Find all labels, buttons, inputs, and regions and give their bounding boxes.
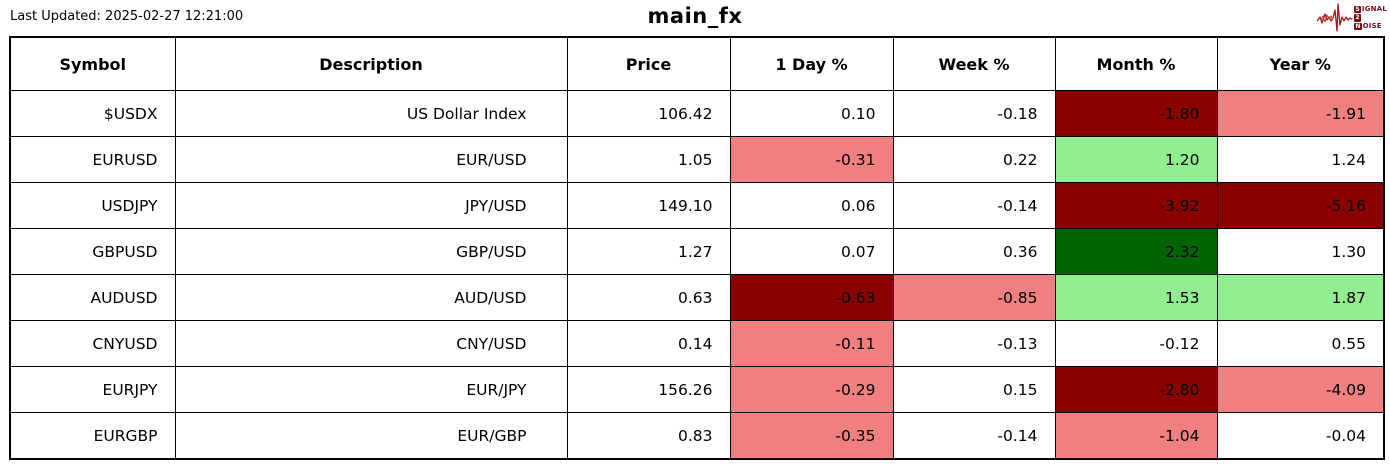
logo-text-signal: IGNAL xyxy=(1361,4,1387,13)
waveform-icon xyxy=(1317,3,1354,32)
page-title: main_fx xyxy=(647,4,743,28)
year-pct-cell: -1.91 xyxy=(1216,90,1385,137)
table-row-audusd: AUDUSD AUD/USD 0.63 -0.63 -0.85 1.53 1.8… xyxy=(9,274,1385,321)
price-cell: 156.26 xyxy=(566,366,731,413)
logo-line-noise: N OISE xyxy=(1354,22,1387,31)
table-row-eurjpy: EURJPY EUR/JPY 156.26 -0.29 0.15 -2.80 -… xyxy=(9,366,1385,413)
day-pct-cell: -0.11 xyxy=(729,320,894,367)
day-pct-cell: 0.06 xyxy=(729,182,894,229)
year-pct-cell: 1.30 xyxy=(1216,228,1385,275)
month-pct-cell: -1.04 xyxy=(1054,412,1218,460)
description-cell: GBP/USD xyxy=(174,228,568,275)
description-cell: US Dollar Index xyxy=(174,90,568,137)
column-header-price: Price xyxy=(566,36,731,91)
price-cell: 0.83 xyxy=(566,412,731,460)
day-pct-cell: -0.35 xyxy=(729,412,894,460)
week-pct-cell: 0.15 xyxy=(892,366,1056,413)
month-pct-cell: 1.20 xyxy=(1054,136,1218,183)
table-row-usdx: $USDX US Dollar Index 106.42 0.10 -0.18 … xyxy=(9,90,1385,137)
logo-text-noise: OISE xyxy=(1362,21,1382,30)
description-cell: AUD/USD xyxy=(174,274,568,321)
logo-line-2: 2 xyxy=(1354,14,1387,22)
price-cell: 1.27 xyxy=(566,228,731,275)
symbol-cell: $USDX xyxy=(9,90,176,137)
table-row-eurgbp: EURGBP EUR/GBP 0.83 -0.35 -0.14 -1.04 -0… xyxy=(9,412,1385,460)
column-header-month: Month % xyxy=(1054,36,1218,91)
symbol-cell: EURUSD xyxy=(9,136,176,183)
description-cell: EUR/GBP xyxy=(174,412,568,460)
description-cell: EUR/USD xyxy=(174,136,568,183)
year-pct-cell: 0.55 xyxy=(1216,320,1385,367)
symbol-cell: CNYUSD xyxy=(9,320,176,367)
fx-table-body: $USDX US Dollar Index 106.42 0.10 -0.18 … xyxy=(9,90,1385,460)
price-cell: 0.14 xyxy=(566,320,731,367)
week-pct-cell: 0.22 xyxy=(892,136,1056,183)
logo-badge-s: S xyxy=(1354,6,1361,14)
table-row-usdjpy: USDJPY JPY/USD 149.10 0.06 -0.14 -3.92 -… xyxy=(9,182,1385,229)
symbol-cell: EURGBP xyxy=(9,412,176,460)
table-row-eurusd: EURUSD EUR/USD 1.05 -0.31 0.22 1.20 1.24 xyxy=(9,136,1385,183)
week-pct-cell: -0.85 xyxy=(892,274,1056,321)
price-cell: 106.42 xyxy=(566,90,731,137)
month-pct-cell: 2.32 xyxy=(1054,228,1218,275)
signal2noise-logo: S IGNAL 2 N OISE xyxy=(1317,2,1387,34)
week-pct-cell: -0.14 xyxy=(892,412,1056,460)
logo-text: S IGNAL 2 N OISE xyxy=(1354,5,1387,31)
week-pct-cell: 0.36 xyxy=(892,228,1056,275)
fx-table-header: Symbol Description Price 1 Day % Week % … xyxy=(9,36,1385,91)
month-pct-cell: 1.53 xyxy=(1054,274,1218,321)
last-updated-timestamp: Last Updated: 2025-02-27 12:21:00 xyxy=(10,9,244,24)
week-pct-cell: -0.18 xyxy=(892,90,1056,137)
year-pct-cell: -5.16 xyxy=(1216,182,1385,229)
logo-badge-n: N xyxy=(1354,22,1362,30)
year-pct-cell: -4.09 xyxy=(1216,366,1385,413)
table-row-gbpusd: GBPUSD GBP/USD 1.27 0.07 0.36 2.32 1.30 xyxy=(9,228,1385,275)
column-header-week: Week % xyxy=(892,36,1056,91)
column-header-year: Year % xyxy=(1216,36,1385,91)
column-header-1day: 1 Day % xyxy=(729,36,894,91)
year-pct-cell: 1.24 xyxy=(1216,136,1385,183)
symbol-cell: GBPUSD xyxy=(9,228,176,275)
price-cell: 149.10 xyxy=(566,182,731,229)
logo-line-signal: S IGNAL xyxy=(1354,5,1387,14)
symbol-cell: AUDUSD xyxy=(9,274,176,321)
price-cell: 0.63 xyxy=(566,274,731,321)
week-pct-cell: -0.14 xyxy=(892,182,1056,229)
header-row: Symbol Description Price 1 Day % Week % … xyxy=(9,36,1385,91)
column-header-symbol: Symbol xyxy=(9,36,176,91)
year-pct-cell: -0.04 xyxy=(1216,412,1385,460)
month-pct-cell: -1.80 xyxy=(1054,90,1218,137)
description-cell: EUR/JPY xyxy=(174,366,568,413)
month-pct-cell: -3.92 xyxy=(1054,182,1218,229)
month-pct-cell: -2.80 xyxy=(1054,366,1218,413)
table-row-cnyusd: CNYUSD CNY/USD 0.14 -0.11 -0.13 -0.12 0.… xyxy=(9,320,1385,367)
day-pct-cell: -0.29 xyxy=(729,366,894,413)
symbol-cell: USDJPY xyxy=(9,182,176,229)
column-header-description: Description xyxy=(174,36,568,91)
top-bar: Last Updated: 2025-02-27 12:21:00 main_f… xyxy=(0,0,1390,36)
week-pct-cell: -0.13 xyxy=(892,320,1056,367)
description-cell: CNY/USD xyxy=(174,320,568,367)
day-pct-cell: 0.07 xyxy=(729,228,894,275)
month-pct-cell: -0.12 xyxy=(1054,320,1218,367)
fx-table: Symbol Description Price 1 Day % Week % … xyxy=(9,36,1385,460)
day-pct-cell: -0.31 xyxy=(729,136,894,183)
price-cell: 1.05 xyxy=(566,136,731,183)
symbol-cell: EURJPY xyxy=(9,366,176,413)
description-cell: JPY/USD xyxy=(174,182,568,229)
day-pct-cell: 0.10 xyxy=(729,90,894,137)
logo-badge-2: 2 xyxy=(1354,14,1361,22)
day-pct-cell: -0.63 xyxy=(729,274,894,321)
year-pct-cell: 1.87 xyxy=(1216,274,1385,321)
